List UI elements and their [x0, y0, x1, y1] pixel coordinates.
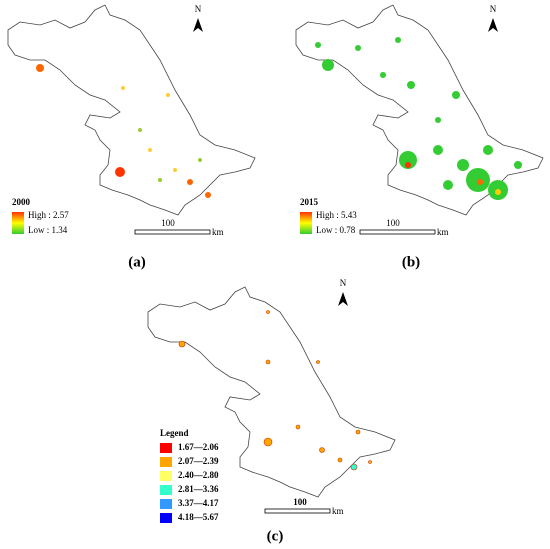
north-arrow — [338, 292, 348, 306]
legend-title: Legend — [160, 428, 189, 438]
hotspots — [178, 310, 372, 471]
panel-c: N Legend 1.67—2.06 2.07—2.39 2.40—2.80 2.81… — [147, 278, 396, 544]
legend-label: 2.81—3.36 — [178, 484, 219, 494]
legend-label: 2.07—2.39 — [178, 456, 219, 466]
north-arrow — [488, 18, 498, 32]
legend-title: 2000 — [12, 197, 31, 207]
panel-a: N 2000 High : 2.57 Low : 1.34 100 km (a) — [7, 4, 256, 270]
hotspots — [315, 37, 522, 200]
scale-label: 100 — [386, 218, 400, 228]
legend-high: High : 2.57 — [28, 210, 69, 220]
legend-swatch — [160, 443, 172, 453]
legend-swatch — [160, 471, 172, 481]
scale-unit: km — [437, 227, 449, 237]
legend-ramp — [12, 212, 24, 234]
scale-unit: km — [212, 227, 224, 237]
legend-title: 2015 — [300, 197, 319, 207]
scale-bar — [134, 229, 211, 235]
legend-swatch — [160, 513, 172, 523]
legend-swatch — [160, 457, 172, 467]
legend: 1.67—2.06 2.07—2.39 2.40—2.80 2.81—3.36 3.37… — [160, 442, 219, 523]
panel-b: N 2015 High : 5.43 Low : 0.78 100 km (b) — [295, 4, 544, 270]
north-label: N — [490, 4, 497, 14]
scale-bar — [359, 229, 436, 235]
north-label: N — [340, 278, 347, 288]
legend-low: Low : 1.34 — [28, 225, 68, 235]
scale-label: 100 — [293, 497, 307, 507]
scale-unit: km — [332, 506, 344, 516]
legend-ramp — [300, 212, 312, 234]
legend-label: 2.40—2.80 — [178, 470, 219, 480]
panel-label: (c) — [267, 528, 284, 544]
legend-swatch — [160, 485, 172, 495]
map-outline — [7, 4, 256, 216]
scale-label: 100 — [161, 218, 175, 228]
legend-low: Low : 0.78 — [316, 225, 356, 235]
north-label: N — [195, 4, 202, 14]
panel-label: (a) — [128, 254, 146, 270]
legend-high: High : 5.43 — [316, 210, 357, 220]
north-arrow — [193, 18, 203, 32]
scale-bar — [264, 508, 331, 514]
legend-swatch — [160, 499, 172, 509]
legend-label: 3.37—4.17 — [178, 498, 219, 508]
map-outline — [295, 4, 544, 216]
legend-label: 4.18—5.67 — [178, 512, 219, 522]
panel-label: (b) — [402, 254, 420, 270]
hotspots — [36, 64, 211, 198]
legend-label: 1.67—2.06 — [178, 442, 219, 452]
